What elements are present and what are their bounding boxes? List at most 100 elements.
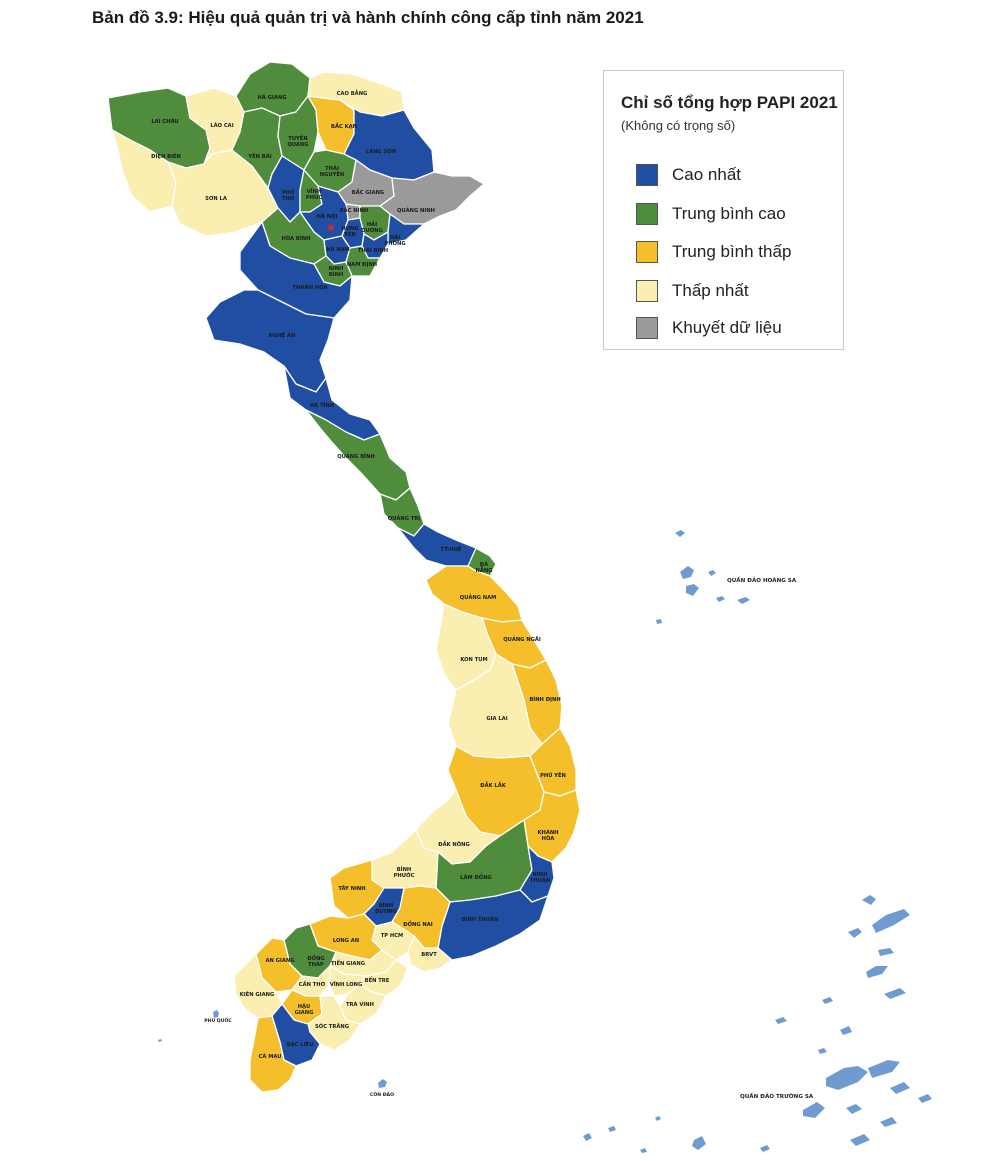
province-label-soc-trang: SÓC TRĂNG [315, 1023, 349, 1030]
province-label-binh-thuan: BÌNH THUẬN [462, 915, 499, 923]
province-soc-trang [307, 995, 361, 1051]
truong-sa-island [822, 997, 833, 1004]
province-label-tay-ninh: TÂY NINH [338, 885, 365, 892]
hoang-sa-island [686, 584, 699, 596]
province-label-quang-ngai: QUẢNG NGÃI [503, 635, 541, 643]
legend-label: Trung bình thấp [672, 242, 792, 261]
legend-label: Cao nhất [672, 165, 741, 184]
island-label-phu-quoc: PHÚ QUỐC [204, 1016, 232, 1024]
province-nam-dinh [345, 245, 381, 277]
province-label-hau-giang: HẬU GIANG [295, 1003, 314, 1016]
province-label-thai-nguyen: THÁI NGUYÊN [320, 165, 344, 178]
truong-sa-island [848, 928, 862, 938]
truong-sa-island [760, 1145, 770, 1152]
province-label-phu-tho: PHÚ THỌ [282, 189, 295, 202]
province-label-ninh-thuan: NINH THUẬN [530, 872, 550, 884]
truong-sa-island [826, 1066, 868, 1090]
islands-layer [158, 530, 932, 1153]
truong-sa-island [818, 1048, 827, 1054]
province-label-nghe-an: NGHỆ AN [269, 331, 296, 339]
small-island [158, 1039, 162, 1042]
provinces-layer [107, 61, 581, 1093]
province-label-gia-lai: GIA LAI [486, 716, 507, 722]
truong-sa-island [884, 988, 906, 999]
truong-sa-island [655, 1116, 661, 1121]
province-label-binh-duong: BÌNH DƯƠNG [375, 901, 397, 915]
truong-sa-island [866, 966, 888, 978]
truong-sa-island [608, 1126, 616, 1132]
hanoi-capital-star [326, 223, 336, 232]
province-label-dong-thap: ĐỒNG THÁP [307, 953, 324, 968]
province-label-quang-tri: QUẢNG TRỊ [388, 514, 421, 522]
province-quang-ninh [379, 171, 485, 225]
province-label-brvt: BRVT [421, 952, 437, 958]
province-label-lao-cai: LÀO CAI [210, 122, 233, 129]
province-label-hoa-binh: HÒA BÌNH [282, 234, 311, 242]
province-label-thanh-hoa: THANH HÓA [292, 284, 327, 291]
hoang-sa-island [708, 570, 716, 576]
province-label-cao-bang: CAO BẰNG [337, 89, 368, 97]
legend-label: Khuyết dữ liệu [672, 318, 782, 337]
hoang-sa-label: QUẦN ĐẢO HOÀNG SA [727, 575, 797, 584]
province-label-ha-tinh: HÀ TĨNH [310, 402, 334, 409]
hoang-sa-island [737, 597, 750, 604]
truong-sa-island [862, 895, 876, 905]
province-label-tien-giang: TIỀN GIANG [331, 958, 365, 967]
province-label-bac-giang: BẮC GIANG [352, 188, 384, 196]
province-label-ninh-binh: NINH BÌNH [329, 266, 344, 278]
truong-sa-island [878, 948, 894, 956]
truong-sa-island [890, 1082, 910, 1094]
province-ca-mau [249, 1015, 297, 1093]
province-label-nam-dinh: NAM ĐỊNH [347, 262, 377, 268]
truong-sa-island [840, 1026, 852, 1035]
truong-sa-island [692, 1136, 706, 1150]
legend-title: Chỉ số tổng hợp PAPI 2021 [621, 93, 838, 112]
truong-sa-island [803, 1102, 825, 1118]
map-legend: Chỉ số tổng hợp PAPI 2021 (Không có trọn… [603, 70, 844, 350]
truong-sa-island [880, 1117, 897, 1127]
phu-quoc-island [213, 1010, 219, 1018]
province-label-long-an: LONG AN [333, 938, 359, 944]
province-label-ha-noi: HÀ NỘI [317, 213, 338, 220]
truong-sa-label: QUẦN ĐẢO TRƯỜNG SA [740, 1091, 814, 1100]
province-tuyen-quang [277, 95, 319, 171]
province-label-khanh-hoa: KHÁNH HÒA [537, 829, 558, 842]
province-label-ha-giang: HÀ GIANG [258, 94, 287, 101]
hoang-sa-island [680, 566, 694, 579]
province-label-dak-nong: ĐẮK NÔNG [438, 840, 470, 848]
province-labels-layer: LAI CHÂU LÀO CAI ĐIỆN BIÊN SƠN LA HÀ GIANG CA… [151, 89, 566, 1098]
hoang-sa-island [656, 619, 662, 624]
province-label-yen-bai: YÊN BÁI [247, 152, 271, 160]
province-label-quang-ninh: QUẢNG NINH [397, 206, 435, 214]
truong-sa-island [775, 1017, 787, 1024]
truong-sa-island [872, 909, 910, 933]
province-label-ben-tre: BẾN TRE [365, 976, 390, 984]
province-label-hai-phong: HẢI PHÒNG [384, 233, 405, 247]
province-label-tt-hue: TT-HUẾ [441, 545, 462, 553]
legend-swatch [636, 164, 658, 186]
province-label-tp-hcm: TP HCM [381, 933, 403, 939]
province-label-thai-binh: THÁI BÌNH [358, 246, 388, 254]
province-label-kien-giang: KIÊN GIANG [240, 990, 274, 998]
province-label-lai-chau: LAI CHÂU [151, 118, 178, 125]
legend-swatch [636, 317, 658, 339]
truong-sa-island [918, 1094, 932, 1103]
map-title: Bản đồ 3.9: Hiệu quả quản trị và hành ch… [92, 8, 644, 27]
province-label-quang-binh: QUẢNG BÌNH [337, 452, 375, 460]
province-label-lang-son: LẠNG SƠN [366, 149, 396, 155]
province-quang-nam [425, 565, 523, 623]
truong-sa-island [846, 1104, 862, 1114]
island-label-con-dao: CÔN ĐẢO [370, 1090, 394, 1098]
province-brvt [407, 935, 453, 973]
province-label-dak-lak: ĐẮK LẮK [480, 781, 507, 789]
legend-label: Trung bình cao [672, 204, 786, 223]
province-label-ca-mau: CÀ MAU [259, 1053, 282, 1060]
province-label-lam-dong: LÂM ĐỒNG [460, 872, 492, 881]
province-label-an-giang: AN GIANG [266, 958, 295, 964]
con-dao-island [378, 1079, 387, 1088]
legend-swatch [636, 241, 658, 263]
province-label-dong-nai: ĐỒNG NAI [403, 919, 433, 928]
legend-swatch [636, 280, 658, 302]
legend-subtitle: (Không có trọng số) [621, 118, 736, 133]
